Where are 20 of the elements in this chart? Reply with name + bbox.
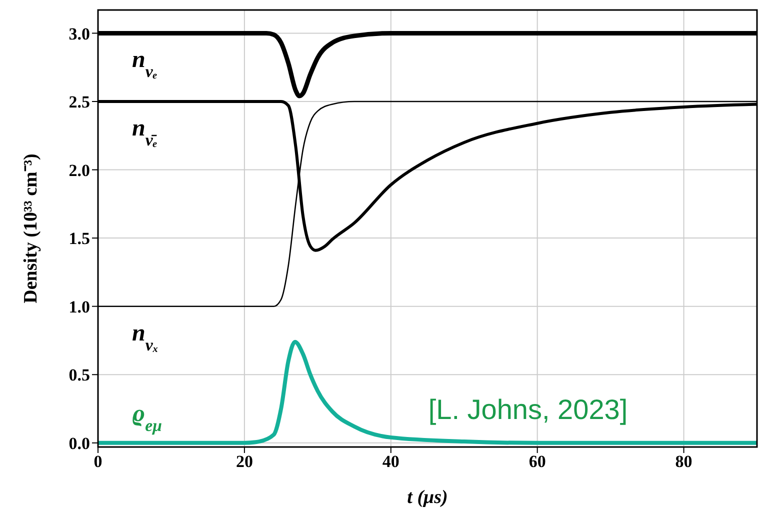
y-tick-label: 2.5 [68, 92, 90, 112]
x-tick-label: 60 [528, 452, 546, 472]
series-label: ϱ$_{eμ}$ [132, 400, 162, 434]
x-tick-label: 40 [382, 452, 400, 472]
series-label: n$_{νₓ}$ [132, 320, 159, 354]
line-series [98, 340, 757, 445]
y-tick-label: 2.0 [68, 160, 90, 180]
x-axis-title: t (μs) [407, 487, 448, 508]
y-tick-label: 1.0 [68, 297, 90, 316]
series-label: n$_{νₑ}$ [132, 47, 158, 81]
y-tick-label: 0.5 [68, 366, 90, 385]
x-tick-label: 20 [236, 452, 253, 472]
y-axis-title: Density (10³³ cm⁻³) [20, 154, 42, 304]
series-label: n$_{ν̄ₑ}$ [132, 115, 158, 149]
y-tick-label: 3.0 [68, 24, 90, 44]
x-tick-label: 0 [94, 452, 102, 472]
y-tick-label: 1.5 [68, 229, 90, 248]
y-tick-label: 0.0 [68, 434, 90, 453]
annotation: [L. Johns, 2023] [428, 394, 628, 425]
x-tick-label: 80 [675, 452, 692, 472]
